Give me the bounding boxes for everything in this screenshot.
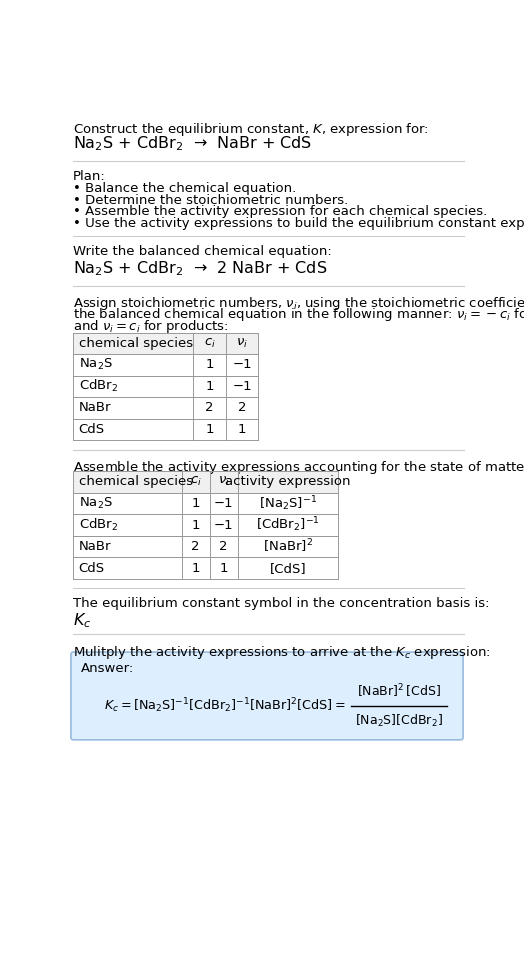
Text: 1: 1: [238, 423, 246, 436]
Text: • Use the activity expressions to build the equilibrium constant expression.: • Use the activity expressions to build …: [73, 217, 524, 230]
Text: 1: 1: [220, 562, 228, 575]
Text: Plan:: Plan:: [73, 170, 106, 183]
Text: 2: 2: [220, 541, 228, 553]
Text: the balanced chemical equation in the following manner: $\nu_i = -c_i$ for react: the balanced chemical equation in the fo…: [73, 307, 524, 324]
Text: activity expression: activity expression: [225, 476, 351, 488]
Text: [Na$_2$S]$^{-1}$: [Na$_2$S]$^{-1}$: [259, 494, 317, 513]
Text: −1: −1: [214, 497, 233, 510]
Text: chemical species: chemical species: [79, 476, 193, 488]
Text: $c_i$: $c_i$: [204, 337, 215, 350]
Text: Answer:: Answer:: [81, 662, 134, 675]
Text: $\nu_i$: $\nu_i$: [217, 476, 230, 488]
Text: CdBr$_2$: CdBr$_2$: [79, 517, 118, 533]
Text: 2: 2: [191, 541, 200, 553]
Text: 1: 1: [191, 562, 200, 575]
Text: Mulitply the activity expressions to arrive at the $K_c$ expression:: Mulitply the activity expressions to arr…: [73, 644, 491, 661]
Text: CdS: CdS: [79, 423, 105, 436]
Text: 1: 1: [205, 358, 214, 371]
FancyBboxPatch shape: [71, 652, 463, 740]
Text: 2: 2: [238, 401, 246, 414]
Text: Write the balanced chemical equation:: Write the balanced chemical equation:: [73, 245, 332, 259]
Text: [CdS]: [CdS]: [270, 562, 306, 575]
Text: 1: 1: [205, 380, 214, 393]
Text: [CdBr$_2$]$^{-1}$: [CdBr$_2$]$^{-1}$: [256, 516, 320, 535]
Text: NaBr: NaBr: [79, 401, 111, 414]
Text: Na$_2$S: Na$_2$S: [79, 357, 113, 372]
Text: $[\mathrm{NaBr}]^2\,[\mathrm{CdS}]$: $[\mathrm{NaBr}]^2\,[\mathrm{CdS}]$: [357, 683, 441, 700]
Text: 1: 1: [205, 423, 214, 436]
Text: $K_c = [\mathrm{Na_2S}]^{-1}[\mathrm{CdBr_2}]^{-1}[\mathrm{NaBr}]^{2}[\mathrm{Cd: $K_c = [\mathrm{Na_2S}]^{-1}[\mathrm{CdB…: [104, 696, 346, 715]
Text: 2: 2: [205, 401, 214, 414]
Text: $K_c$: $K_c$: [73, 611, 92, 630]
Text: Construct the equilibrium constant, $K$, expression for:: Construct the equilibrium constant, $K$,…: [73, 120, 429, 138]
Text: Na$_2$S + CdBr$_2$  →  2 NaBr + CdS: Na$_2$S + CdBr$_2$ → 2 NaBr + CdS: [73, 260, 328, 278]
Text: −1: −1: [232, 358, 252, 371]
Text: NaBr: NaBr: [79, 541, 111, 553]
Text: $c_i$: $c_i$: [190, 476, 202, 488]
Text: • Assemble the activity expression for each chemical species.: • Assemble the activity expression for e…: [73, 205, 487, 219]
Text: $\nu_i$: $\nu_i$: [236, 337, 248, 350]
Text: chemical species: chemical species: [79, 337, 193, 350]
Text: [NaBr]$^2$: [NaBr]$^2$: [263, 538, 313, 556]
Text: −1: −1: [232, 380, 252, 393]
Text: Assign stoichiometric numbers, $\nu_i$, using the stoichiometric coefficients, $: Assign stoichiometric numbers, $\nu_i$, …: [73, 295, 524, 311]
Text: Na$_2$S + CdBr$_2$  →  NaBr + CdS: Na$_2$S + CdBr$_2$ → NaBr + CdS: [73, 135, 312, 154]
Text: −1: −1: [214, 519, 233, 532]
Text: and $\nu_i = c_i$ for products:: and $\nu_i = c_i$ for products:: [73, 318, 229, 335]
Text: • Balance the chemical equation.: • Balance the chemical equation.: [73, 182, 297, 196]
Text: $[\mathrm{Na_2S}][\mathrm{CdBr_2}]$: $[\mathrm{Na_2S}][\mathrm{CdBr_2}]$: [355, 712, 443, 729]
Bar: [73, 332, 258, 354]
Text: Assemble the activity expressions accounting for the state of matter and $\nu_i$: Assemble the activity expressions accoun…: [73, 458, 524, 476]
Text: Na$_2$S: Na$_2$S: [79, 496, 113, 511]
Text: 1: 1: [191, 519, 200, 532]
Text: • Determine the stoichiometric numbers.: • Determine the stoichiometric numbers.: [73, 194, 348, 207]
Text: CdS: CdS: [79, 562, 105, 575]
Text: 1: 1: [191, 497, 200, 510]
Text: The equilibrium constant symbol in the concentration basis is:: The equilibrium constant symbol in the c…: [73, 598, 490, 610]
Text: CdBr$_2$: CdBr$_2$: [79, 378, 118, 394]
Bar: [73, 471, 339, 493]
